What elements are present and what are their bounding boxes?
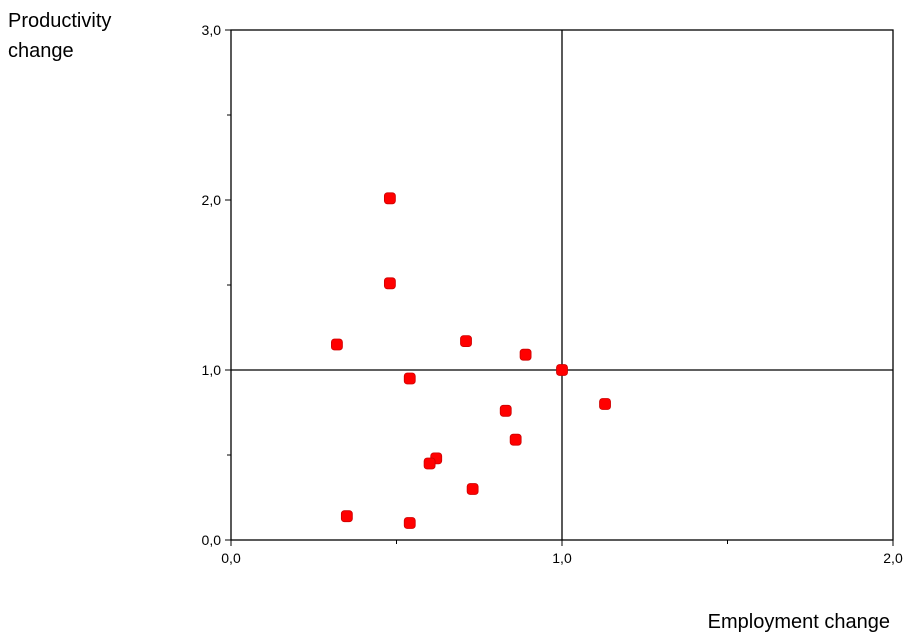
data-point [423, 457, 436, 470]
data-point [340, 510, 353, 523]
axis-ticks [225, 29, 894, 546]
x-axis-title: Employment change [708, 611, 890, 632]
data-point [599, 398, 611, 410]
y-tick-label: 0,0 [202, 532, 222, 548]
y-tick-label: 1,0 [202, 362, 222, 378]
data-point [460, 335, 472, 348]
data-point [556, 364, 568, 376]
data-points [331, 192, 611, 529]
y-axis-title-line-1: Productivity [8, 10, 111, 32]
axis-tick-labels: 0,0 1,0 2,0 0,0 1,0 2,0 3,0 [202, 22, 903, 566]
data-point [499, 404, 512, 417]
data-point [383, 277, 396, 290]
x-tick-label: 1,0 [552, 550, 572, 566]
x-tick-label: 2,0 [883, 550, 903, 566]
reference-lines [231, 30, 893, 540]
data-point [466, 483, 479, 495]
data-point [403, 517, 416, 529]
x-tick-label: 0,0 [221, 550, 241, 566]
data-point [383, 192, 396, 205]
y-axis-title-line-2: change [8, 40, 74, 62]
y-tick-label: 2,0 [202, 192, 222, 208]
data-point [331, 338, 343, 351]
data-point [509, 433, 522, 446]
data-point [403, 372, 416, 385]
y-tick-label: 3,0 [202, 22, 222, 38]
data-point [519, 348, 532, 361]
